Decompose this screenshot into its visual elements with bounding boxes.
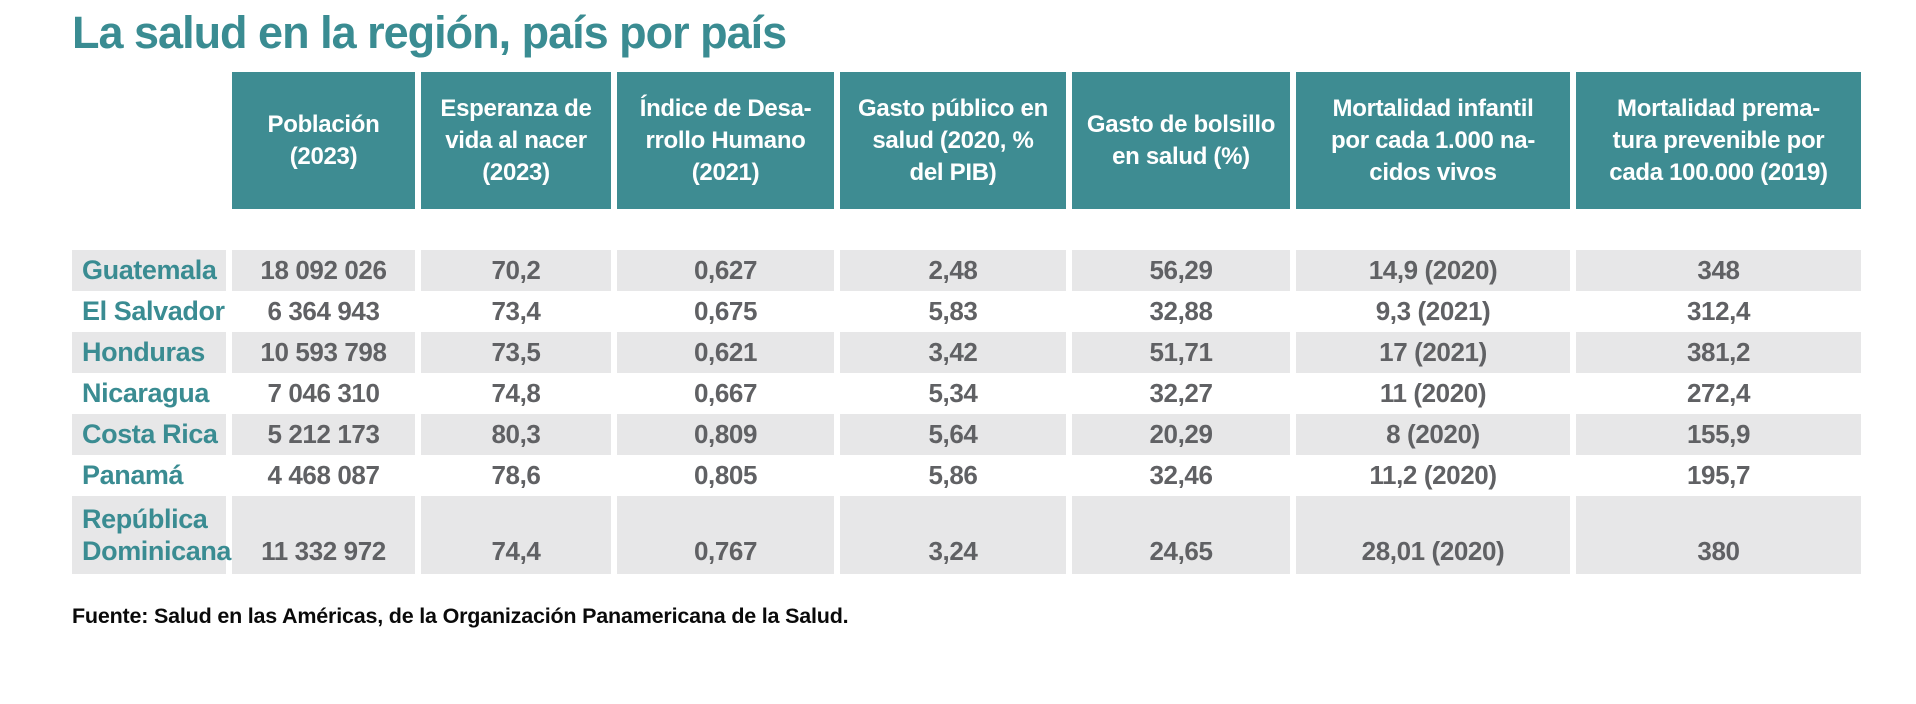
page-title: La salud en la región, país por país — [72, 7, 787, 58]
table-row: Guatemala 18 092 026 70,2 0,627 2,48 56,29 14,… — [72, 250, 1862, 292]
table-cell: 0,667 — [693, 378, 758, 409]
table-row: Costa Rica 5 212 173 80,3 0,809 5,64 20,29 8 (… — [72, 414, 1862, 456]
table-cell: 10 593 798 — [232, 332, 415, 374]
table-cell: 312,4 — [1686, 296, 1751, 327]
table-cell: 195,7 — [1686, 460, 1751, 491]
country-name: República Dominicana — [72, 496, 231, 575]
table-cell: 0,627 — [617, 250, 834, 292]
table-cell: 0,805 — [693, 460, 758, 491]
table-cell: 5,86 — [928, 460, 978, 491]
table-cell: 4 468 087 — [267, 460, 380, 491]
table-cell: 8 (2020) — [1296, 414, 1570, 456]
table-header-row: Población (2023) Esperanza de vida al na… — [72, 72, 1862, 210]
table-row: El Salvador 6 364 943 73,4 0,675 5,83 32,88 9,… — [72, 291, 1862, 332]
table-cell: 0,767 — [617, 496, 834, 575]
table-cell: 73,4 — [491, 296, 541, 327]
table-cell: 5,34 — [928, 378, 978, 409]
table-cell: 348 — [1576, 250, 1861, 292]
table-row: Nicaragua 7 046 310 74,8 0,667 5,34 32,27 11 (… — [72, 373, 1862, 414]
table-cell: 0,621 — [617, 332, 834, 374]
table-cell: 20,29 — [1072, 414, 1290, 456]
country-name: Honduras — [72, 332, 226, 374]
table-cell: 5 212 173 — [232, 414, 415, 456]
table-cell: 11,2 (2020) — [1369, 460, 1497, 491]
header-spacer-cell — [72, 72, 226, 209]
column-header-mortalidad-infantil: Mortalidad infantil por cada 1.000 na- c… — [1296, 72, 1570, 210]
table-cell: 74,4 — [421, 496, 611, 575]
table-cell: 56,29 — [1072, 250, 1290, 292]
table-cell: 28,01 (2020) — [1296, 496, 1570, 575]
country-name: Costa Rica — [72, 414, 226, 456]
table-cell: 3,24 — [840, 496, 1066, 575]
table-cell: 381,2 — [1576, 332, 1861, 374]
table-body: Guatemala 18 092 026 70,2 0,627 2,48 56,29 14,… — [72, 250, 1862, 575]
table-cell: 32,46 — [1149, 460, 1213, 491]
table-cell: 272,4 — [1686, 378, 1751, 409]
table-cell: 80,3 — [421, 414, 611, 456]
table-cell: 24,65 — [1072, 496, 1290, 575]
table-cell: 6 364 943 — [267, 296, 380, 327]
table-cell: 5,83 — [928, 296, 978, 327]
column-header-poblacion: Población (2023) — [232, 72, 415, 210]
table-cell: 17 (2021) — [1296, 332, 1570, 374]
table-cell: 3,42 — [840, 332, 1066, 374]
table-row: República Dominicana 11 332 972 74,4 0,767 3… — [72, 496, 1862, 575]
country-name: El Salvador — [82, 295, 225, 326]
infographic: La salud en la región, país por país Pob… — [72, 7, 1862, 629]
table-cell: 74,8 — [491, 378, 541, 409]
country-name: Nicaragua — [82, 377, 209, 408]
table-cell: 2,48 — [840, 250, 1066, 292]
table-cell: 32,27 — [1149, 378, 1213, 409]
table-cell: 78,6 — [491, 460, 541, 491]
table-cell: 0,675 — [693, 296, 758, 327]
table-cell: 9,3 (2021) — [1375, 296, 1491, 327]
country-name: Guatemala — [72, 250, 226, 292]
table-cell: 7 046 310 — [267, 378, 380, 409]
table-cell: 11 332 972 — [232, 496, 415, 575]
table-cell: 70,2 — [421, 250, 611, 292]
table-row: Honduras 10 593 798 73,5 0,621 3,42 51,71 17 (… — [72, 332, 1862, 374]
table-cell: 5,64 — [840, 414, 1066, 456]
source-note: Fuente: Salud en las Américas, de la Org… — [72, 604, 849, 629]
table-cell: 51,71 — [1072, 332, 1290, 374]
table-row: Panamá 4 468 087 78,6 0,805 5,86 32,46 11,2 (2… — [72, 455, 1862, 496]
column-header-gasto-bolsillo: Gasto de bolsillo en salud (%) — [1072, 72, 1290, 210]
column-header-idh: Índice de Desa- rrollo Humano (2021) — [617, 72, 834, 210]
table-cell: 155,9 — [1576, 414, 1861, 456]
column-header-gasto-publico: Gasto público en salud (2020, % del PIB) — [840, 72, 1066, 210]
column-header-esperanza-vida: Esperanza de vida al nacer (2023) — [421, 72, 611, 210]
table-cell: 0,809 — [617, 414, 834, 456]
column-header-mortalidad-prematura: Mortalidad prema- tura prevenible por ca… — [1576, 72, 1861, 210]
table-cell: 11 (2020) — [1379, 378, 1487, 409]
table-cell: 14,9 (2020) — [1296, 250, 1570, 292]
country-name: Panamá — [82, 459, 184, 490]
table-cell: 380 — [1576, 496, 1861, 575]
table-cell: 18 092 026 — [232, 250, 415, 292]
table-cell: 32,88 — [1149, 296, 1213, 327]
table-cell: 73,5 — [421, 332, 611, 374]
